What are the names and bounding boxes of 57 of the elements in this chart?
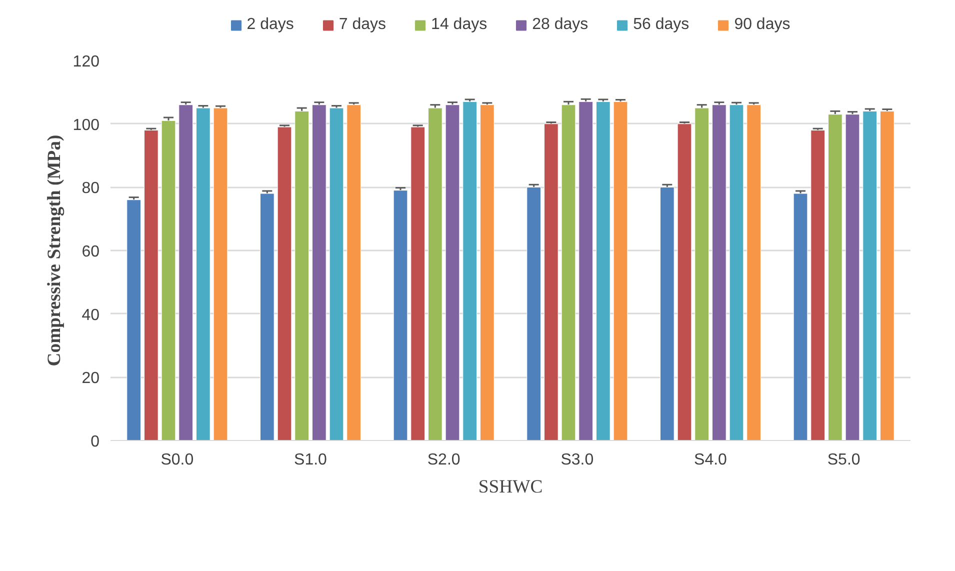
bar xyxy=(462,101,478,440)
bar xyxy=(410,126,426,440)
bar xyxy=(393,190,408,440)
bar xyxy=(329,108,344,440)
bar xyxy=(445,104,460,440)
bar xyxy=(677,124,692,440)
bar xyxy=(312,104,326,440)
x-axis-title: SSHWC xyxy=(478,476,543,498)
bar xyxy=(862,110,878,440)
bar xyxy=(161,120,176,440)
legend-label: 56 days xyxy=(633,16,690,34)
x-tick-label: S0.0 xyxy=(160,452,194,468)
legend-label: 7 days xyxy=(338,16,386,34)
legend-label: 2 days xyxy=(246,16,294,34)
bar xyxy=(828,114,842,440)
legend-label: 14 days xyxy=(431,16,488,34)
y-tick-label: 40 xyxy=(82,306,100,324)
bar xyxy=(660,186,674,440)
bar xyxy=(729,104,744,440)
y-tick-label: 0 xyxy=(90,434,100,450)
x-tick-label: S4.0 xyxy=(694,452,728,468)
x-tick-label: S5.0 xyxy=(827,452,860,468)
bar xyxy=(845,114,860,440)
bar xyxy=(428,108,442,440)
bar xyxy=(178,104,194,440)
y-axis-title: Compressive Strength (MPa) xyxy=(44,134,65,366)
bar xyxy=(196,108,210,440)
bar xyxy=(346,104,362,440)
bar xyxy=(561,104,576,440)
bar xyxy=(213,108,228,440)
bar xyxy=(746,104,762,440)
y-tick-label: 100 xyxy=(72,116,100,134)
bar xyxy=(126,200,142,440)
x-tick-label: S1.0 xyxy=(294,452,328,468)
bar xyxy=(144,130,158,440)
bar xyxy=(578,101,594,440)
bar xyxy=(294,110,310,440)
bar xyxy=(544,124,558,440)
y-tick-label: 80 xyxy=(82,180,100,198)
bar xyxy=(810,130,826,440)
bar xyxy=(260,193,274,440)
bar xyxy=(712,104,726,440)
legend-label: 90 days xyxy=(734,16,790,34)
legend-label: 28 days xyxy=(532,16,588,34)
bar xyxy=(613,101,628,440)
bar xyxy=(694,108,710,440)
y-tick-label: 60 xyxy=(82,244,100,260)
bar xyxy=(277,126,292,440)
bar xyxy=(596,101,610,440)
y-tick-label: 20 xyxy=(82,370,100,388)
bar xyxy=(880,110,894,440)
x-tick-label: S2.0 xyxy=(427,452,460,468)
bar xyxy=(480,104,494,440)
bar xyxy=(793,193,808,440)
x-tick-label: S3.0 xyxy=(560,452,594,468)
bar xyxy=(526,186,542,440)
y-tick-label: 120 xyxy=(72,54,100,70)
